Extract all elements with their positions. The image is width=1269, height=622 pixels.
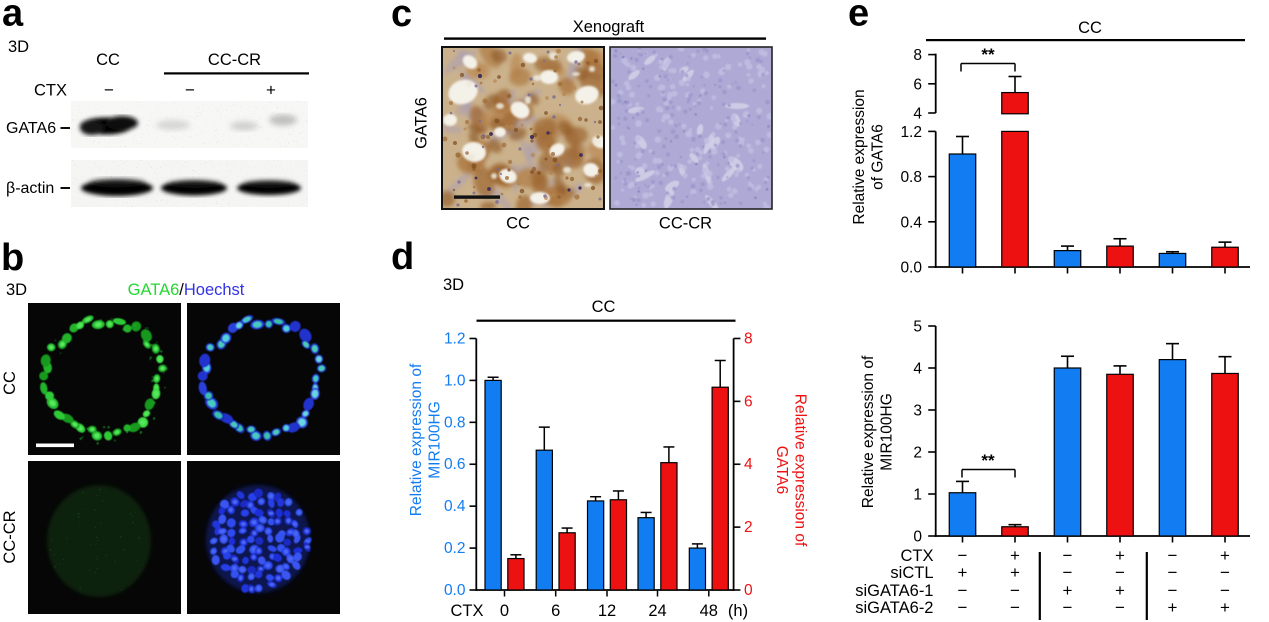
svg-text:0: 0 [744,582,753,599]
svg-text:Xenograft: Xenograft [573,18,645,36]
svg-text:+: + [1115,581,1125,600]
svg-text:+: + [266,81,276,100]
svg-text:+: + [1010,563,1020,582]
svg-text:−: − [1220,581,1230,600]
svg-text:−: − [185,81,195,100]
svg-text:CC: CC [96,51,120,69]
svg-text:5: 5 [913,319,922,336]
svg-text:CC-CR: CC-CR [208,51,261,69]
svg-text:CC-CR: CC-CR [659,215,712,233]
svg-text:+: + [1115,546,1125,565]
svg-text:GATA6: GATA6 [413,97,431,149]
svg-text:CTX: CTX [451,602,484,620]
svg-text:1.0: 1.0 [444,372,466,389]
svg-text:**: ** [981,451,995,470]
svg-text:−: − [958,581,968,600]
svg-text:4: 4 [744,456,753,473]
svg-text:0: 0 [500,602,509,620]
svg-text:−: − [1010,581,1020,600]
svg-text:Relative expression ofMIR100HG: Relative expression ofMIR100HG [408,363,444,516]
svg-text:CC: CC [506,215,530,233]
svg-text:3D: 3D [6,281,27,299]
svg-text:GATA6/Hoechst: GATA6/Hoechst [128,281,245,299]
svg-text:CTX: CTX [901,547,934,565]
svg-text:+: + [958,563,968,582]
svg-text:b: b [1,237,24,279]
svg-text:Relative expressionof GATA6: Relative expressionof GATA6 [851,89,887,224]
svg-text:−: − [1168,563,1178,582]
svg-text:0.0: 0.0 [900,260,922,277]
svg-text:12: 12 [598,602,616,620]
svg-text:−: − [1220,563,1230,582]
svg-text:CC: CC [592,298,616,316]
svg-text:siGATA6-1: siGATA6-1 [855,582,933,600]
svg-text:+: + [1168,598,1178,617]
svg-text:6: 6 [744,393,753,410]
svg-text:CTX: CTX [34,82,67,100]
svg-text:8: 8 [913,47,922,64]
svg-text:4: 4 [913,106,922,123]
svg-text:48: 48 [700,602,718,620]
svg-text:−: − [1168,581,1178,600]
svg-text:2: 2 [913,445,922,462]
svg-text:c: c [391,0,412,35]
svg-text:0.0: 0.0 [444,582,466,599]
svg-text:1: 1 [913,487,922,504]
svg-text:0.4: 0.4 [900,214,922,231]
svg-text:Relative expression ofGATA6: Relative expression ofGATA6 [773,394,809,547]
svg-text:CC-CR: CC-CR [1,510,19,563]
svg-text:siCTL: siCTL [890,564,933,582]
svg-text:−: − [1115,598,1125,617]
svg-text:0: 0 [913,529,922,546]
svg-text:−: − [104,81,114,100]
svg-text:8: 8 [744,330,753,347]
svg-text:GATA6: GATA6 [6,120,56,137]
svg-text:0.6: 0.6 [444,456,466,473]
svg-text:siGATA6-2: siGATA6-2 [855,599,933,617]
svg-text:d: d [391,236,414,278]
svg-text:CC: CC [1,371,19,395]
svg-text:24: 24 [648,602,666,620]
svg-text:1.2: 1.2 [900,124,922,141]
svg-text:**: ** [981,45,995,64]
svg-text:−: − [1063,546,1073,565]
svg-text:0.2: 0.2 [444,540,466,557]
svg-text:4: 4 [913,361,922,378]
svg-text:−: − [1168,546,1178,565]
svg-text:−: − [1063,598,1073,617]
svg-text:3: 3 [913,403,922,420]
svg-text:3D: 3D [443,276,464,294]
svg-text:3D: 3D [8,38,29,56]
svg-text:+: + [1220,546,1230,565]
svg-text:−: − [958,598,968,617]
svg-text:β-actin: β-actin [6,180,54,197]
svg-text:0.8: 0.8 [444,414,466,431]
svg-text:+: + [1220,598,1230,617]
svg-text:a: a [2,0,24,35]
svg-text:+: + [1063,581,1073,600]
svg-text:1.2: 1.2 [444,330,466,347]
svg-text:6: 6 [913,76,922,93]
svg-text:+: + [1010,546,1020,565]
svg-text:Relative expression ofMIR100HG: Relative expression ofMIR100HG [860,355,896,508]
svg-text:−: − [1115,563,1125,582]
svg-text:6: 6 [551,602,560,620]
svg-text:−: − [1010,598,1020,617]
svg-text:CC: CC [1078,19,1102,37]
svg-text:−: − [958,546,968,565]
svg-text:(h): (h) [728,602,748,620]
svg-text:0.4: 0.4 [444,498,466,515]
svg-text:2: 2 [744,519,753,536]
svg-text:e: e [848,0,869,35]
svg-text:0.8: 0.8 [900,169,922,186]
svg-text:−: − [1063,563,1073,582]
